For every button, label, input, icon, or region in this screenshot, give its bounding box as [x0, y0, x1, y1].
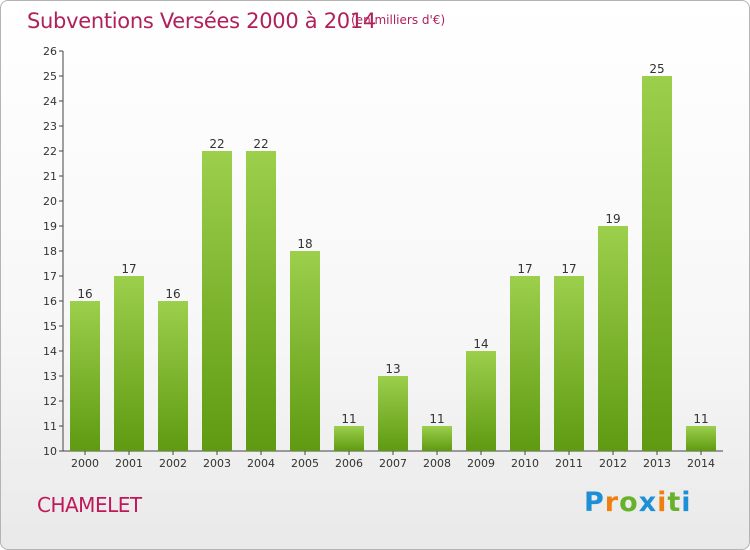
- bar: [290, 251, 320, 451]
- logo-letter: i: [657, 487, 668, 518]
- bar: [598, 226, 628, 451]
- bar: [422, 426, 452, 451]
- y-tick-label: 25: [43, 70, 57, 83]
- x-tick-label: 2003: [203, 457, 231, 470]
- bar: [554, 276, 584, 451]
- bar: [378, 376, 408, 451]
- x-tick-label: 2004: [247, 457, 275, 470]
- bar: [686, 426, 716, 451]
- proxiti-logo: Proxiti: [584, 487, 692, 518]
- x-tick-label: 2011: [555, 457, 583, 470]
- y-tick-label: 23: [43, 120, 57, 133]
- commune-name: CHAMELET: [37, 493, 142, 517]
- logo-letter: x: [638, 487, 658, 518]
- bar: [510, 276, 540, 451]
- x-tick-label: 2000: [71, 457, 99, 470]
- logo-letter: i: [681, 487, 692, 518]
- y-tick-label: 15: [43, 320, 57, 333]
- logo-letter: o: [619, 487, 639, 518]
- x-tick-label: 2014: [687, 457, 715, 470]
- y-tick-label: 19: [43, 220, 57, 233]
- y-tick-label: 20: [43, 195, 57, 208]
- bar-value-label: 14: [473, 337, 488, 351]
- bar-value-label: 18: [297, 237, 312, 251]
- x-tick-label: 2013: [643, 457, 671, 470]
- bar-value-label: 25: [649, 62, 664, 76]
- y-tick-label: 22: [43, 145, 57, 158]
- bar-value-label: 11: [693, 412, 708, 426]
- bar: [158, 301, 188, 451]
- bar-value-label: 16: [165, 287, 180, 301]
- bar-value-label: 16: [77, 287, 92, 301]
- x-tick-label: 2001: [115, 457, 143, 470]
- bar-value-label: 11: [429, 412, 444, 426]
- bar: [70, 301, 100, 451]
- x-tick-label: 2007: [379, 457, 407, 470]
- logo-letter: P: [584, 487, 605, 518]
- bar: [114, 276, 144, 451]
- x-tick-label: 2002: [159, 457, 187, 470]
- chart-title: Subventions Versées 2000 à 2014: [27, 9, 376, 33]
- logo-letter: r: [604, 487, 620, 518]
- bar-value-label: 17: [561, 262, 576, 276]
- y-tick-label: 24: [43, 95, 57, 108]
- x-tick-label: 2009: [467, 457, 495, 470]
- y-tick-label: 17: [43, 270, 57, 283]
- bar-value-label: 17: [121, 262, 136, 276]
- bar-value-label: 19: [605, 212, 620, 226]
- x-tick-label: 2005: [291, 457, 319, 470]
- bar: [466, 351, 496, 451]
- x-tick-label: 2006: [335, 457, 363, 470]
- y-tick-label: 10: [43, 445, 57, 458]
- y-tick-label: 11: [43, 420, 57, 433]
- y-tick-label: 26: [43, 45, 57, 58]
- bar-value-label: 22: [253, 137, 268, 151]
- bar-value-label: 22: [209, 137, 224, 151]
- y-tick-label: 21: [43, 170, 57, 183]
- bar: [334, 426, 364, 451]
- y-tick-label: 16: [43, 295, 57, 308]
- x-tick-label: 2010: [511, 457, 539, 470]
- x-tick-label: 2012: [599, 457, 627, 470]
- bar-value-label: 13: [385, 362, 400, 376]
- bar: [642, 76, 672, 451]
- y-tick-label: 12: [43, 395, 57, 408]
- bar-value-label: 17: [517, 262, 532, 276]
- chart-subtitle: (en milliers d'€): [351, 13, 446, 27]
- y-tick-label: 18: [43, 245, 57, 258]
- y-tick-label: 13: [43, 370, 57, 383]
- bar-value-label: 11: [341, 412, 356, 426]
- x-tick-label: 2008: [423, 457, 451, 470]
- bar: [202, 151, 232, 451]
- y-tick-label: 14: [43, 345, 57, 358]
- logo-letter: t: [667, 487, 682, 518]
- bar: [246, 151, 276, 451]
